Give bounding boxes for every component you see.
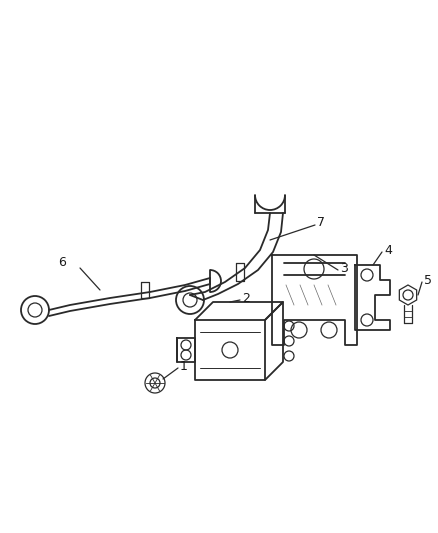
Text: 4: 4 — [384, 244, 392, 256]
Text: 2: 2 — [242, 292, 250, 304]
Text: 1: 1 — [180, 359, 188, 373]
Text: 7: 7 — [317, 216, 325, 230]
Text: 5: 5 — [424, 273, 432, 287]
Polygon shape — [399, 285, 417, 305]
Text: 6: 6 — [58, 255, 66, 269]
Text: 3: 3 — [340, 262, 348, 274]
